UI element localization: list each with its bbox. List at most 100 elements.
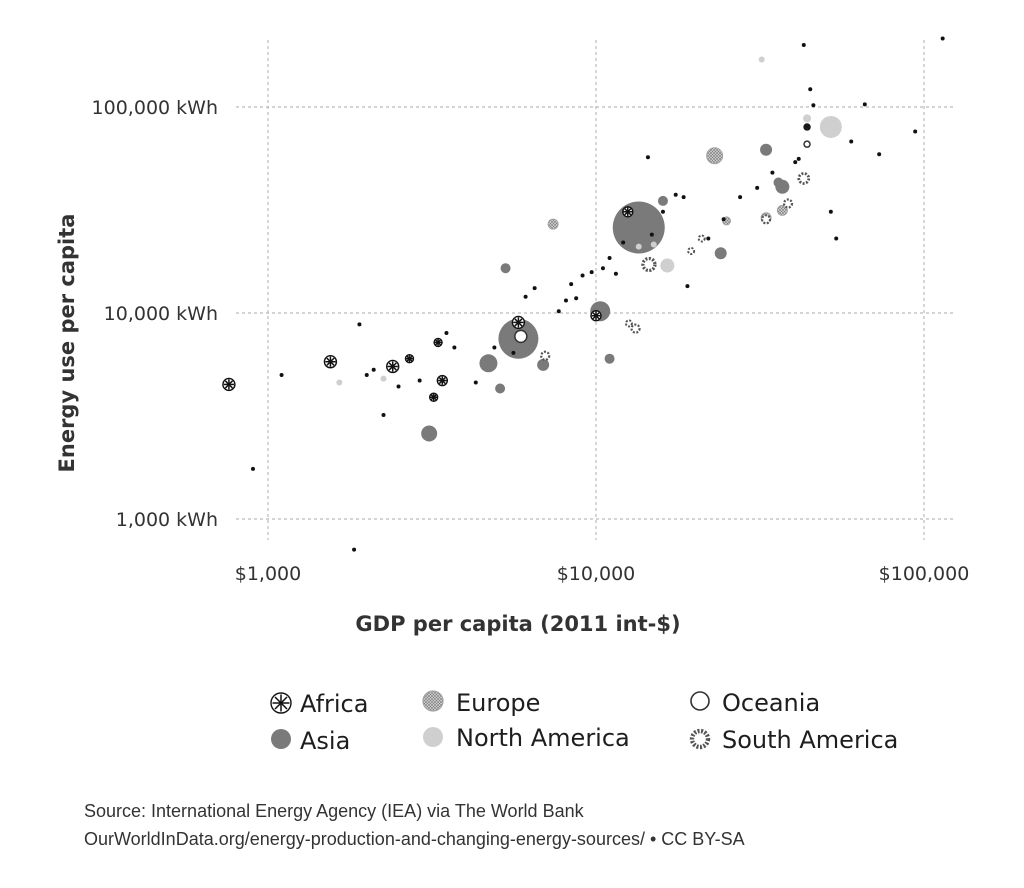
other-countries-point-48 bbox=[940, 36, 945, 41]
south-america-point-7 bbox=[782, 198, 794, 209]
south-america-point-0 bbox=[641, 256, 657, 273]
africa-point-2 bbox=[386, 359, 400, 374]
south-america-point-3 bbox=[540, 350, 551, 361]
legend-label-oceania: Oceania bbox=[722, 689, 820, 717]
other-countries-point-42 bbox=[828, 209, 833, 214]
y-tick-label-0: 1,000 kWh bbox=[116, 509, 218, 531]
legend-item-asia: Asia bbox=[271, 727, 350, 755]
legend-label-asia: Asia bbox=[300, 727, 350, 755]
africa-legend-symbol bbox=[270, 692, 292, 714]
other-countries-point-45 bbox=[862, 102, 867, 107]
asia-legend-symbol bbox=[271, 729, 291, 749]
africa-point-5 bbox=[622, 206, 634, 218]
source-url-line: OurWorldInData.org/energy-production-and… bbox=[84, 829, 745, 849]
other-countries-point-38 bbox=[796, 156, 801, 161]
other-countries-point-13 bbox=[511, 350, 516, 355]
europe-point-1 bbox=[547, 218, 559, 230]
north-america-point-7 bbox=[650, 241, 657, 248]
oceania-marker-icon bbox=[690, 691, 710, 711]
legend-item-north-america: North America bbox=[423, 724, 630, 752]
other-countries-point-7 bbox=[396, 384, 401, 389]
south-america-legend-symbol bbox=[689, 728, 711, 750]
other-countries-point-20 bbox=[580, 273, 585, 278]
africa-point-1 bbox=[323, 355, 338, 369]
other-countries-point-40 bbox=[808, 87, 813, 92]
south-america-point-2 bbox=[624, 319, 633, 328]
other-countries-point-41 bbox=[811, 103, 816, 108]
south-america-point-6 bbox=[760, 214, 772, 225]
source-line: Source: International Energy Agency (IEA… bbox=[84, 801, 584, 821]
other-countries-point-3 bbox=[352, 547, 357, 552]
other-countries-point-21 bbox=[589, 270, 594, 275]
asia-marker-icon bbox=[271, 729, 291, 749]
asia-point-4 bbox=[421, 425, 438, 442]
asia-point-3 bbox=[479, 354, 498, 373]
other-countries-point-32 bbox=[706, 236, 711, 241]
legend-label-europe: Europe bbox=[456, 689, 540, 717]
south-america-point-4 bbox=[697, 234, 706, 243]
asia-point-8 bbox=[604, 353, 615, 364]
africa-point-10 bbox=[803, 123, 811, 131]
other-countries-point-16 bbox=[556, 309, 561, 314]
asia-point-11 bbox=[714, 247, 727, 260]
north-america-point-2 bbox=[758, 56, 765, 63]
y-axis-label: Energy use per capita bbox=[55, 214, 79, 473]
other-countries-point-0 bbox=[279, 373, 284, 378]
x-tick-label-1: $10,000 bbox=[557, 563, 636, 585]
asia-point-5 bbox=[500, 263, 511, 274]
other-countries-point-25 bbox=[621, 240, 626, 245]
other-countries-point-2 bbox=[250, 466, 255, 471]
other-countries-point-8 bbox=[417, 378, 422, 383]
north-america-marker-icon bbox=[423, 727, 443, 747]
africa-point-0 bbox=[222, 377, 236, 392]
north-america-point-1 bbox=[660, 258, 675, 273]
other-countries-point-12 bbox=[492, 345, 497, 350]
oceania-point-1 bbox=[803, 140, 811, 148]
oceania-legend-symbol bbox=[690, 691, 710, 711]
y-tick-label-2: 100,000 kWh bbox=[92, 97, 218, 119]
asia-point-7 bbox=[495, 383, 506, 394]
europe-point-0 bbox=[706, 147, 724, 165]
south-america-point-8 bbox=[797, 172, 811, 185]
asia-point-13 bbox=[657, 195, 668, 206]
north-america-point-0 bbox=[819, 115, 842, 138]
africa-point-3 bbox=[436, 374, 449, 387]
other-countries-point-5 bbox=[371, 367, 376, 372]
other-countries-point-35 bbox=[755, 185, 760, 190]
north-america-point-5 bbox=[380, 375, 387, 382]
legend-label-africa: Africa bbox=[300, 690, 368, 718]
other-countries-point-39 bbox=[801, 42, 806, 47]
africa-point-7 bbox=[428, 392, 439, 402]
legend-label-north-america: North America bbox=[456, 724, 630, 752]
south-america-point-5 bbox=[687, 246, 696, 255]
legend-label-south-america: South America bbox=[722, 726, 898, 754]
other-countries-point-14 bbox=[523, 294, 528, 299]
europe-legend-symbol bbox=[422, 690, 444, 712]
other-countries-point-15 bbox=[532, 286, 537, 291]
north-america-point-4 bbox=[635, 243, 642, 250]
other-countries-point-17 bbox=[563, 298, 568, 303]
africa-point-6 bbox=[590, 310, 602, 322]
other-countries-point-23 bbox=[607, 255, 612, 260]
other-countries-point-22 bbox=[600, 266, 605, 271]
africa-marker-icon bbox=[270, 692, 292, 714]
other-countries-point-31 bbox=[685, 284, 690, 289]
asia-point-9 bbox=[760, 143, 773, 156]
legend-item-south-america: South America bbox=[689, 726, 898, 754]
other-countries-point-9 bbox=[444, 330, 449, 335]
other-countries-point-19 bbox=[574, 296, 579, 301]
africa-point-9 bbox=[433, 337, 443, 348]
other-countries-point-47 bbox=[913, 129, 918, 134]
other-countries-point-26 bbox=[645, 155, 650, 160]
africa-point-4 bbox=[511, 315, 526, 330]
other-countries-point-43 bbox=[834, 236, 839, 241]
x-tick-label-0: $1,000 bbox=[235, 563, 301, 585]
other-countries-point-10 bbox=[452, 345, 457, 350]
other-countries-point-36 bbox=[770, 170, 775, 175]
other-countries-point-28 bbox=[660, 209, 665, 214]
north-america-point-6 bbox=[336, 379, 343, 386]
europe-marker-icon bbox=[422, 690, 444, 712]
data-points bbox=[222, 36, 945, 552]
other-countries-point-6 bbox=[381, 412, 386, 417]
